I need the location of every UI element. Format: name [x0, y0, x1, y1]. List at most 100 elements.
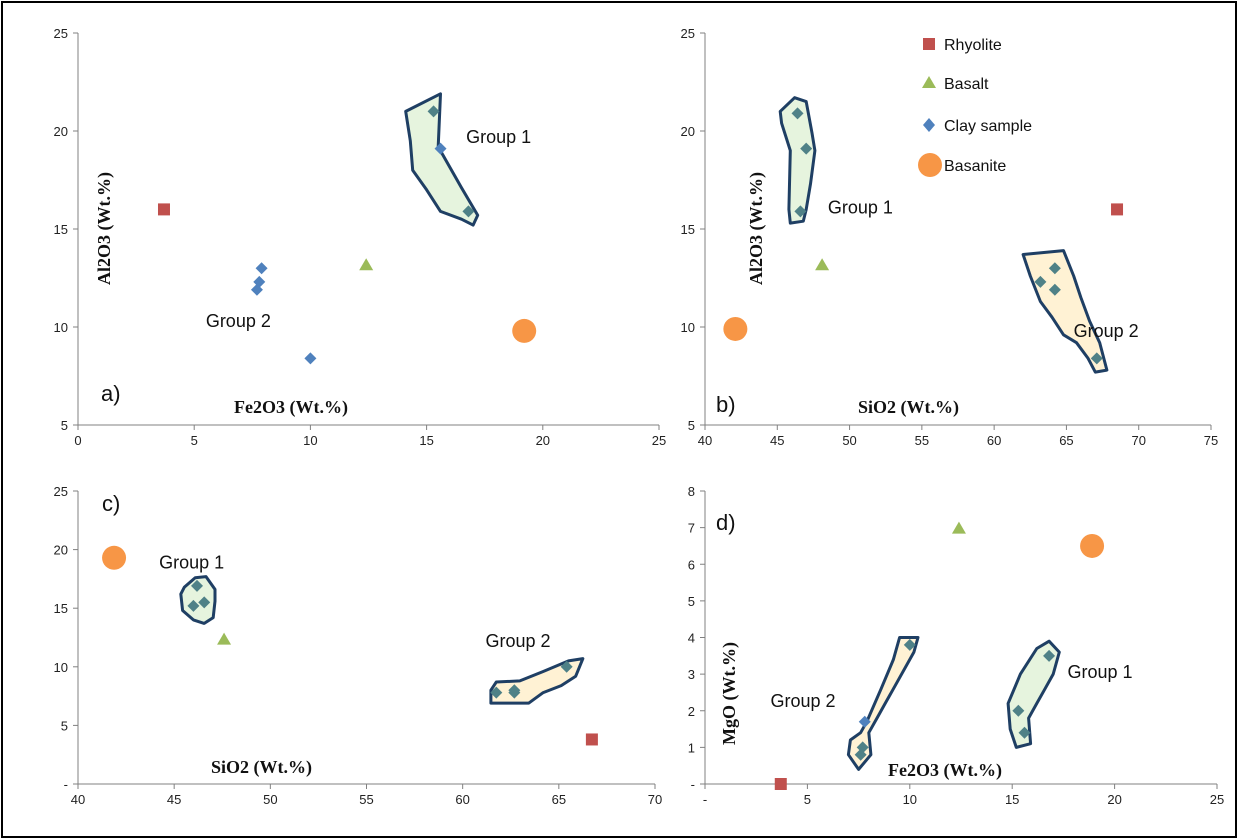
- x-tick-label: 70: [1131, 433, 1145, 448]
- x-tick-label: 15: [1005, 792, 1019, 807]
- clay-sample-point: [255, 262, 268, 275]
- clay-sample-point: [800, 142, 813, 155]
- x-axis-label: SiO2 (Wt.%): [858, 397, 959, 418]
- legend-marker-basanite: [918, 153, 942, 177]
- y-tick-label: 10: [681, 320, 695, 335]
- group-outline-group-1: [778, 96, 817, 225]
- x-tick-label: 20: [536, 433, 550, 448]
- legend-label-rhyolite: Rhyolite: [944, 37, 1002, 54]
- x-axis-label: Fe2O3 (Wt.%): [888, 760, 1002, 781]
- basalt-point: [217, 632, 232, 645]
- group-outline-group-1: [404, 92, 480, 227]
- panel-label: d): [716, 510, 736, 535]
- clay-sample-point: [794, 205, 807, 218]
- y-tick-label: 5: [688, 594, 695, 609]
- rhyolite-point: [774, 778, 787, 790]
- plot-area: - 5 10 15 20 25 - 1 2 3 4 5 6 7 8 Group 1 Group 2: [688, 484, 1224, 807]
- x-tick-label: 10: [903, 792, 917, 807]
- x-tick-label: 25: [1210, 792, 1224, 807]
- y-tick-label: -: [64, 777, 68, 792]
- group-outline-group-2: [846, 636, 920, 771]
- y-tick-label: 2: [688, 704, 695, 719]
- x-tick-label: 60: [987, 433, 1001, 448]
- y-tick-label: 20: [54, 124, 68, 139]
- clay-sample-point: [250, 283, 263, 296]
- clay-sample-point: [858, 715, 871, 728]
- x-tick-label: 75: [1204, 433, 1218, 448]
- basalt-point: [815, 258, 830, 271]
- panel-label: a): [101, 381, 121, 406]
- y-tick-label: 20: [54, 543, 68, 558]
- y-axis-label: Al2O3 (Wt.%): [746, 172, 767, 285]
- group-label-group-2: Group 2: [1074, 321, 1139, 341]
- legend-marker-clay-sample: [923, 118, 935, 132]
- x-tick-label: 45: [770, 433, 784, 448]
- basanite-point: [723, 316, 748, 341]
- y-tick-label: 8: [688, 484, 695, 499]
- legend-label-basalt: Basalt: [944, 76, 989, 93]
- clay-sample-point: [508, 684, 521, 697]
- legend-label-basanite: Basanite: [944, 158, 1006, 175]
- x-tick-label: 50: [842, 433, 856, 448]
- clay-sample-point: [1043, 649, 1056, 662]
- group-outline-group-1: [1006, 639, 1061, 749]
- x-axis-label: SiO2 (Wt.%): [211, 757, 312, 778]
- group-label-group-2: Group 2: [771, 691, 836, 711]
- clay-sample-point: [1018, 726, 1031, 739]
- legend-marker-basalt: [922, 76, 936, 88]
- y-tick-label: 5: [61, 718, 68, 733]
- group-label-group-1: Group 1: [466, 127, 531, 147]
- clay-sample-point: [187, 599, 200, 612]
- x-tick-label: 60: [455, 792, 469, 807]
- y-tick-label: 5: [61, 418, 68, 433]
- legend-marker-rhyolite: [923, 38, 935, 50]
- clay-sample-point: [1090, 352, 1103, 365]
- x-axis-label: Fe2O3 (Wt.%): [234, 397, 348, 418]
- clay-sample-point: [462, 205, 475, 218]
- clay-sample-point: [191, 579, 204, 592]
- group-label-group-2: Group 2: [486, 631, 551, 651]
- x-tick-label: -: [703, 792, 707, 807]
- y-tick-label: 10: [54, 320, 68, 335]
- x-tick-label: 40: [698, 433, 712, 448]
- clay-sample-point: [903, 638, 916, 651]
- y-axis-label: Al2O3 (Wt.%): [94, 172, 115, 285]
- clay-sample-point: [560, 660, 573, 673]
- panel-d: - 5 10 15 20 25 - 1 2 3 4 5 6 7 8 Group 1 Group 2 d) Fe2…: [688, 484, 1224, 807]
- clay-sample-point: [1048, 262, 1061, 275]
- clay-sample-point: [1034, 275, 1047, 288]
- panel-c: 40 45 50 55 60 65 70 - 5 10 15 20 25 Group 1 Group 2 c…: [54, 484, 663, 807]
- rhyolite-point: [1111, 203, 1124, 216]
- basanite-point: [102, 545, 127, 570]
- group-label-group-1: Group 1: [828, 197, 893, 217]
- plot-area: 40 45 50 55 60 65 70 75 5 10 15 20 25 Group 1 Group 2: [681, 26, 1219, 448]
- y-tick-label: 6: [688, 557, 695, 572]
- y-tick-label: 1: [688, 740, 695, 755]
- legend-label-clay-sample: Clay sample: [944, 118, 1032, 135]
- rhyolite-point: [157, 203, 170, 216]
- x-tick-label: 50: [263, 792, 277, 807]
- clay-sample-point: [1048, 283, 1061, 296]
- y-tick-label: 20: [681, 124, 695, 139]
- plot-area: 40 45 50 55 60 65 70 - 5 10 15 20 25 Group 1 Group 2: [54, 484, 663, 807]
- y-tick-label: 3: [688, 667, 695, 682]
- y-tick-label: 5: [688, 418, 695, 433]
- clay-sample-point: [791, 107, 804, 120]
- x-tick-label: 10: [303, 433, 317, 448]
- x-tick-label: 25: [652, 433, 666, 448]
- x-tick-label: 65: [1059, 433, 1073, 448]
- basanite-point: [1080, 533, 1105, 558]
- group-outline-group-1: [179, 575, 217, 625]
- clay-sample-point: [427, 105, 440, 118]
- clay-sample-point: [854, 748, 867, 761]
- x-tick-label: 5: [191, 433, 198, 448]
- y-tick-label: -: [691, 777, 695, 792]
- clay-sample-point: [434, 142, 447, 155]
- y-tick-label: 15: [54, 222, 68, 237]
- y-tick-label: 25: [54, 484, 68, 499]
